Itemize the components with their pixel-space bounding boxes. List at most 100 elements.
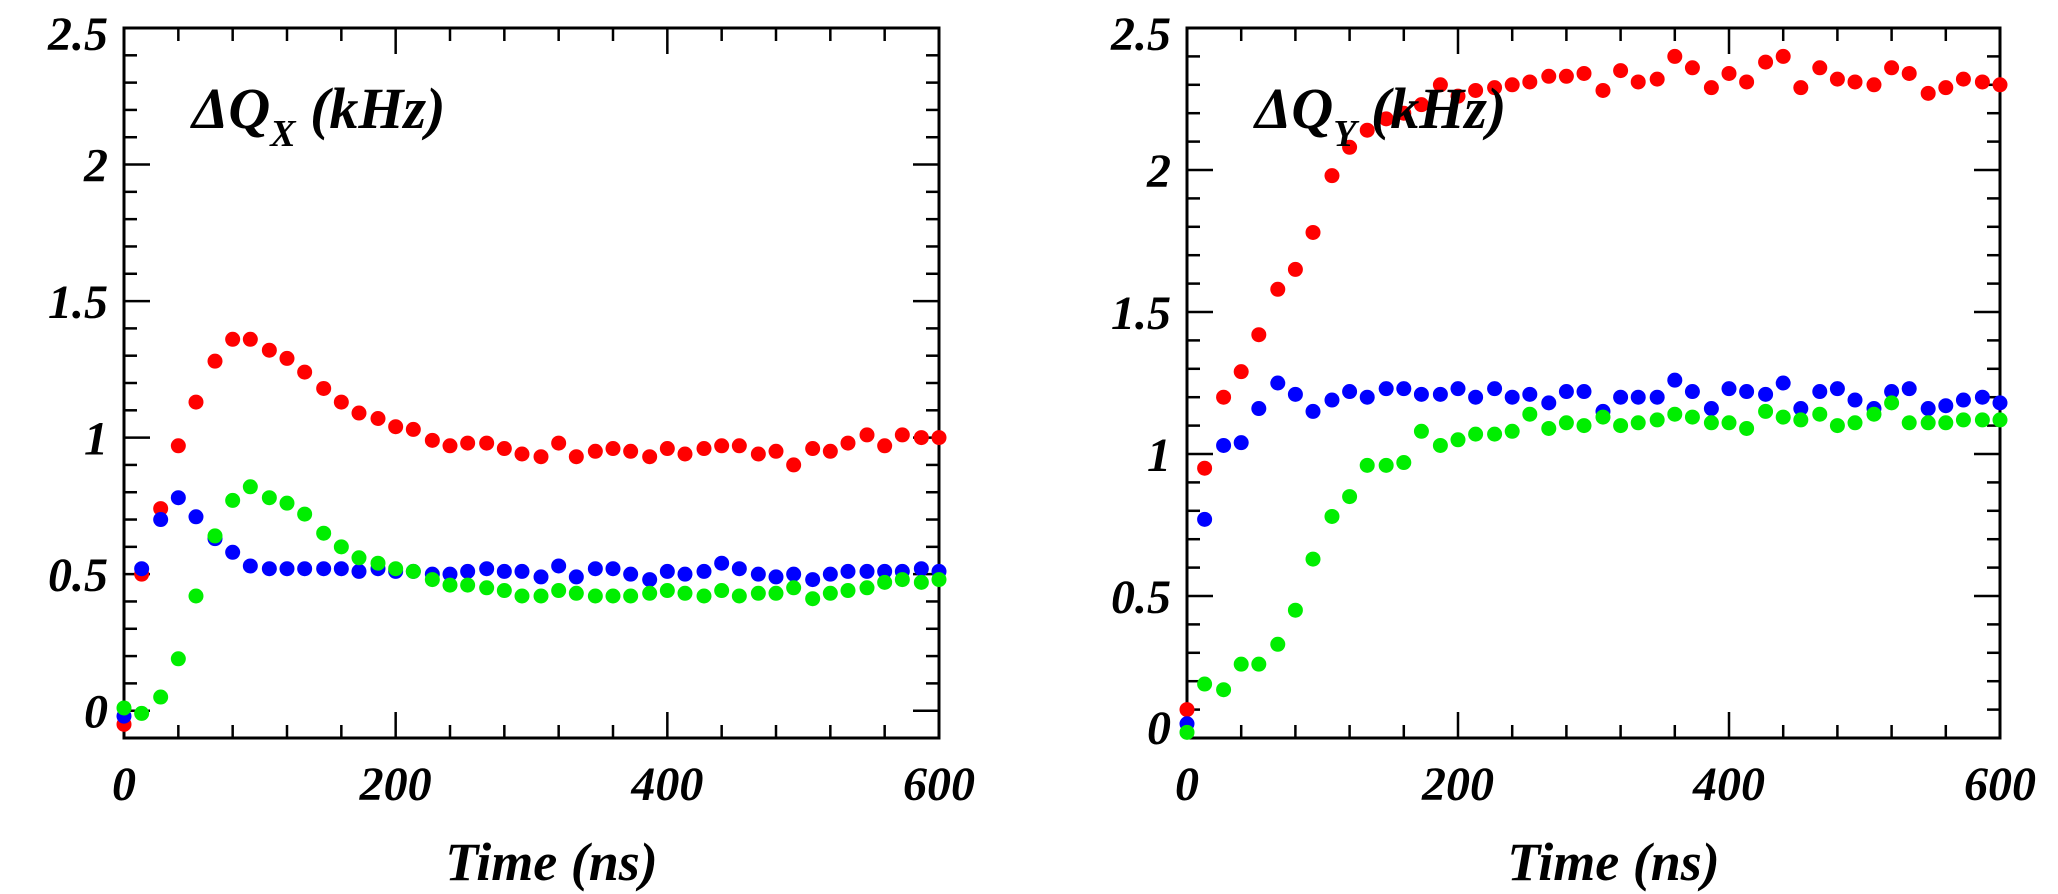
data-point [1667,372,1683,388]
data-point [170,490,186,506]
data-point [533,449,549,465]
data-point [786,457,802,473]
data-point [153,501,169,517]
x-tick-label: 600 [903,758,975,811]
data-point [153,689,169,705]
data-point [1684,409,1700,425]
data-point [1468,426,1484,442]
data-point [696,563,712,579]
data-point [1649,71,1665,87]
data-point [786,580,802,596]
data-point [714,555,730,571]
data-point [188,509,204,525]
data-point [568,569,584,585]
data-point [1541,68,1557,84]
data-point [225,492,241,508]
data-point [1630,415,1646,431]
data-point [1432,77,1448,93]
data-point [1270,281,1286,297]
data-point [768,443,784,459]
data-point [1216,389,1232,405]
data-point [242,558,258,574]
data-point [551,435,567,451]
data-point [1901,65,1917,81]
data-point [1432,386,1448,402]
data-point [207,353,223,369]
data-point [514,563,530,579]
data-point [1649,389,1665,405]
data-point [1558,68,1574,84]
x-axis-title: Time (ns) [1507,832,1719,892]
data-point [514,588,530,604]
data-point [1197,511,1213,527]
data-point [261,342,277,358]
data-point [1684,60,1700,76]
data-point [460,435,476,451]
data-point [479,580,495,596]
data-point [822,566,838,582]
panel-title-main: ΔQ [1253,76,1333,141]
data-point [1342,139,1358,155]
data-point [1613,63,1629,79]
data-point [1955,392,1971,408]
data-point [1829,71,1845,87]
data-point [1233,435,1249,451]
data-point [677,585,693,601]
data-point [1216,682,1232,698]
data-point [170,438,186,454]
data-point [1287,386,1303,402]
data-point [805,591,821,607]
data-point [1758,54,1774,70]
data-point [1359,389,1375,405]
data-point [279,350,295,366]
data-point [1450,88,1466,104]
data-point [1558,384,1574,400]
data-point [840,435,856,451]
data-point [460,577,476,593]
data-point [1396,105,1412,121]
data-point [822,443,838,459]
data-point [225,331,241,347]
data-point [1775,409,1791,425]
data-point [1541,395,1557,411]
data-point [1992,77,2008,93]
data-point [1884,60,1900,76]
data-point [1703,80,1719,96]
data-point [1487,80,1503,96]
data-point [1793,412,1809,428]
data-point [424,432,440,448]
data-point [768,585,784,601]
data-point [714,438,730,454]
data-point [316,380,332,396]
data-point [533,569,549,585]
data-point [297,506,313,522]
data-point [642,585,658,601]
data-point [1413,386,1429,402]
data-point [1270,636,1286,652]
data-point [460,563,476,579]
data-point [1378,111,1394,127]
data-point [1829,418,1845,434]
series-2 [116,479,947,721]
data-point [1901,381,1917,397]
data-point [1450,381,1466,397]
data-point [659,583,675,599]
data-point [388,419,404,435]
data-point [1901,415,1917,431]
data-point [1541,420,1557,436]
data-point [1197,676,1213,692]
data-point [750,566,766,582]
data-point [659,563,675,579]
data-point [1251,401,1267,417]
data-point [1703,401,1719,417]
data-point [1305,551,1321,567]
panel-delta-qx: 0 200 400 600 0 0.5 1 1.5 2 2.5 Time (ns) ΔQX (kHz) [47,8,975,892]
data-point [1595,409,1611,425]
data-point [1413,97,1429,113]
x-tick-label: 200 [1421,758,1494,811]
data-point [1884,395,1900,411]
y-tick-label: 1 [84,413,108,466]
data-point [1920,401,1936,417]
data-point [1504,389,1520,405]
data-point [551,558,567,574]
